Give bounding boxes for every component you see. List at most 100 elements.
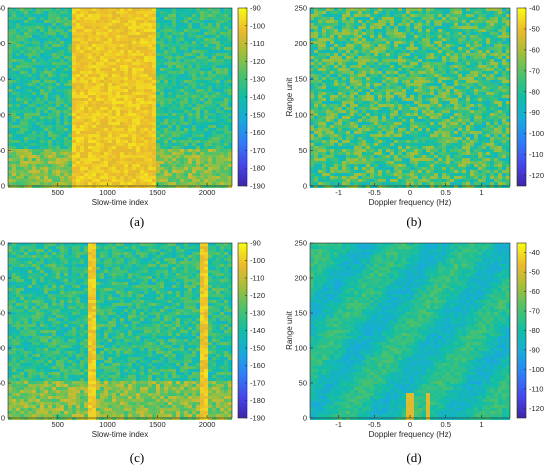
heatmap-cell (184, 107, 188, 110)
heatmap-cell (330, 98, 334, 101)
heatmap-cell (402, 98, 406, 101)
heatmap-cell (506, 8, 510, 11)
heatmap-cell (44, 110, 48, 113)
heatmap-cell (176, 8, 180, 11)
heatmap-cell (52, 56, 56, 59)
heatmap-cell (458, 26, 462, 29)
heatmap-cell (426, 32, 430, 35)
heatmap-cell (354, 14, 358, 17)
heatmap-cell (354, 47, 358, 50)
heatmap-cell (8, 182, 12, 185)
heatmap-cell (168, 80, 172, 83)
heatmap-cell (454, 74, 458, 77)
heatmap-cell (180, 38, 184, 41)
heatmap-cell (212, 35, 216, 38)
heatmap-cell (56, 95, 60, 98)
heatmap-cell (24, 170, 28, 173)
heatmap-cell (152, 107, 156, 110)
heatmap-cell (64, 77, 68, 80)
heatmap-cell (108, 173, 112, 176)
heatmap-cell (224, 14, 228, 17)
heatmap-cell (494, 80, 498, 83)
heatmap-cell (458, 17, 462, 20)
heatmap-cell (212, 152, 216, 155)
heatmap-cell (414, 32, 418, 35)
heatmap-cell (370, 47, 374, 50)
heatmap-cell (60, 53, 64, 56)
heatmap-cell (430, 50, 434, 53)
heatmap-cell (28, 8, 32, 11)
heatmap-cell (36, 68, 40, 71)
heatmap-cell (350, 29, 354, 32)
heatmap-cell (64, 134, 68, 137)
heatmap-cell (334, 59, 338, 62)
heatmap-cell (362, 101, 366, 104)
heatmap-cell (398, 53, 402, 56)
heatmap-cell (100, 164, 104, 167)
heatmap-cell (310, 20, 314, 23)
heatmap-cell (48, 116, 52, 119)
heatmap-cell (140, 131, 144, 134)
heatmap-cell (394, 35, 398, 38)
heatmap-cell (482, 38, 486, 41)
heatmap-cell (148, 155, 152, 158)
heatmap-cell (350, 35, 354, 38)
heatmap-cell (12, 152, 16, 155)
heatmap-cell (76, 62, 80, 65)
heatmap-cell (140, 32, 144, 35)
heatmap-cell (108, 56, 112, 59)
heatmap-cell (80, 170, 84, 173)
heatmap-cell (208, 101, 212, 104)
heatmap-cell (418, 29, 422, 32)
heatmap-cell (24, 140, 28, 143)
heatmap-cell (220, 98, 224, 101)
heatmap-cell (140, 119, 144, 122)
heatmap-cell (458, 29, 462, 32)
heatmap-cell (224, 113, 228, 116)
heatmap-cell (422, 95, 426, 98)
heatmap-cell (208, 92, 212, 95)
heatmap-cell (398, 32, 402, 35)
heatmap-cell (116, 122, 120, 125)
heatmap-cell (156, 23, 160, 26)
heatmap-cell (32, 125, 36, 128)
heatmap-cell (136, 47, 140, 50)
heatmap-cell (136, 158, 140, 161)
heatmap-cell (36, 170, 40, 173)
heatmap-cell (112, 170, 116, 173)
heatmap-cell (418, 44, 422, 47)
heatmap-cell (204, 35, 208, 38)
heatmap-cell (132, 134, 136, 137)
heatmap-cell (338, 20, 342, 23)
heatmap-cell (164, 92, 168, 95)
heatmap-cell (462, 95, 466, 98)
heatmap-cell (208, 152, 212, 155)
heatmap-cell (354, 68, 358, 71)
heatmap-cell (458, 71, 462, 74)
heatmap-cell (164, 65, 168, 68)
heatmap-cell (84, 32, 88, 35)
heatmap-cell (60, 110, 64, 113)
heatmap-cell (116, 74, 120, 77)
heatmap-cell (358, 38, 362, 41)
heatmap-cell (112, 77, 116, 80)
heatmap-cell (486, 26, 490, 29)
heatmap-cell (180, 86, 184, 89)
heatmap-cell (180, 53, 184, 56)
heatmap-cell (144, 161, 148, 164)
heatmap-cell (56, 116, 60, 119)
heatmap-cell (160, 161, 164, 164)
heatmap-cell (212, 47, 216, 50)
heatmap-cell (212, 71, 216, 74)
heatmap-cell (188, 167, 192, 170)
y-tick-label: 100 (0, 110, 5, 119)
heatmap-cell (482, 74, 486, 77)
heatmap-cell (418, 38, 422, 41)
heatmap-cell (24, 185, 28, 188)
heatmap-cell (354, 41, 358, 44)
heatmap-cell (72, 179, 76, 182)
heatmap-cell (32, 107, 36, 110)
heatmap-cell (188, 83, 192, 86)
heatmap-cell (136, 68, 140, 71)
heatmap-cell (52, 62, 56, 65)
